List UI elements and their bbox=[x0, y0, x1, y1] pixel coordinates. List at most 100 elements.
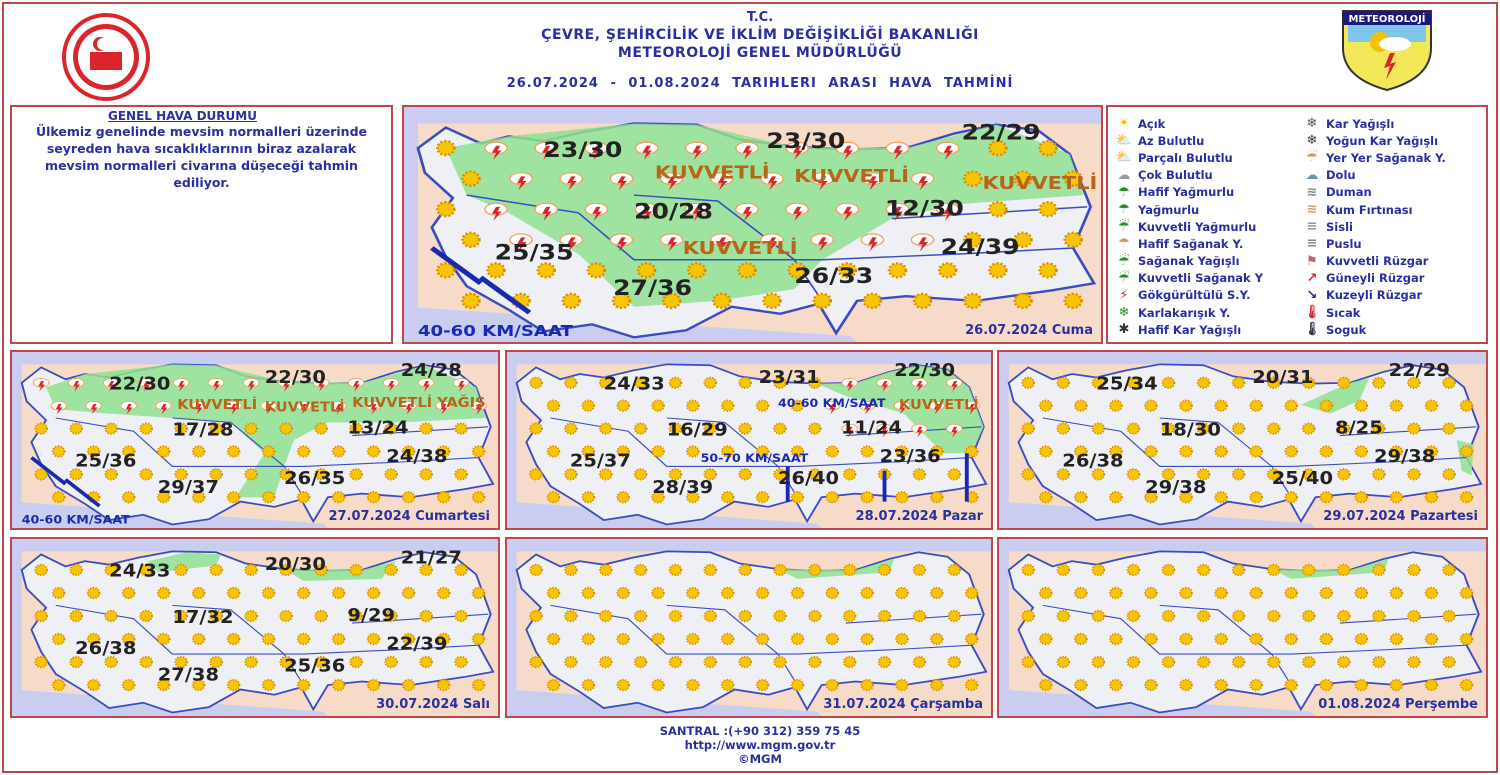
thunderstorm-icon bbox=[330, 400, 347, 415]
wind-speed-label: 40-60 KM/SAAT bbox=[778, 397, 886, 410]
sun-icon bbox=[1073, 678, 1088, 692]
sun-icon bbox=[1109, 445, 1123, 458]
sun-icon bbox=[860, 445, 874, 458]
sun-icon bbox=[461, 292, 481, 310]
sun-icon bbox=[651, 491, 665, 504]
sun-icon bbox=[1179, 586, 1193, 600]
legend-item: ⛅ Parçalı Bulutlu bbox=[1114, 149, 1302, 166]
sun-icon bbox=[1126, 422, 1141, 435]
sun-icon bbox=[912, 609, 927, 623]
thunderstorm-icon bbox=[32, 377, 50, 392]
sun-icon bbox=[1372, 563, 1386, 577]
sun-icon bbox=[1038, 262, 1058, 279]
sun-icon bbox=[988, 262, 1008, 279]
sun-icon bbox=[842, 609, 857, 623]
sun-icon bbox=[912, 563, 927, 577]
region-borders bbox=[550, 604, 982, 686]
forecast-map-day6: 31.07.2024 Çarşamba bbox=[505, 537, 993, 718]
sun-icon bbox=[471, 586, 486, 600]
sun-icon bbox=[121, 445, 136, 458]
thunderstorm-icon bbox=[735, 202, 759, 221]
website-link[interactable]: http://www.mgm.gov.tr bbox=[684, 738, 836, 752]
hot-thermometer-icon: 🌡 bbox=[1303, 305, 1321, 321]
sun-icon bbox=[156, 586, 171, 600]
sun-icon bbox=[51, 491, 66, 504]
sun-icon bbox=[156, 678, 171, 692]
thunderstorm-icon bbox=[584, 141, 609, 160]
legend-label: Kar Yağışlı bbox=[1326, 116, 1395, 131]
sun-icon bbox=[1372, 376, 1386, 389]
legend-label: Dolu bbox=[1326, 168, 1356, 183]
temperature-range: 12/30 bbox=[885, 197, 964, 222]
sun-icon bbox=[1249, 632, 1263, 646]
sun-icon bbox=[947, 563, 961, 577]
temperature-range: 26/40 bbox=[778, 469, 839, 489]
sun-icon bbox=[1319, 586, 1334, 600]
strong-label: KUVVETLİ bbox=[177, 397, 257, 413]
thunderstorm-icon bbox=[659, 233, 684, 252]
temperature-range: 21/27 bbox=[401, 548, 462, 568]
legend-item: ✱ Hafif Kar Yağışlı bbox=[1114, 321, 1302, 338]
sun-icon bbox=[436, 586, 451, 600]
sun-icon bbox=[244, 655, 258, 669]
thunderstorm-icon bbox=[584, 202, 609, 221]
forecast-map-day7: 01.08.2024 Perşembe bbox=[997, 537, 1488, 718]
north-wind-arrow-icon bbox=[30, 456, 67, 486]
sun-icon bbox=[1196, 422, 1211, 435]
sun-icon bbox=[1442, 563, 1456, 577]
sun-icon bbox=[1056, 609, 1071, 623]
sun-icon bbox=[51, 632, 66, 646]
sun-icon bbox=[1284, 399, 1299, 412]
sun-icon bbox=[174, 422, 188, 435]
sun-icon bbox=[296, 445, 311, 458]
legend-label: Yer Yer Sağanak Y. bbox=[1326, 150, 1446, 165]
precipitation-area bbox=[778, 558, 895, 579]
sun-icon bbox=[651, 586, 665, 600]
temperature-range: 23/36 bbox=[880, 447, 941, 467]
legend-item: ☔ Sağanak Yağışlı bbox=[1114, 253, 1302, 270]
sun-icon bbox=[1179, 632, 1193, 646]
temperature-range: 20/28 bbox=[634, 199, 713, 224]
temperature-range: 28/39 bbox=[652, 478, 713, 498]
sun-icon bbox=[1091, 376, 1106, 389]
temperature-range: 22/29 bbox=[1389, 361, 1450, 381]
sun-icon bbox=[581, 586, 596, 600]
sun-icon bbox=[1214, 586, 1228, 600]
sun-icon bbox=[1091, 563, 1106, 577]
sun-icon bbox=[244, 609, 258, 623]
temperature-range: 22/39 bbox=[386, 634, 447, 654]
sun-icon bbox=[296, 632, 311, 646]
sun-icon bbox=[486, 262, 506, 279]
temperature-range: 27/38 bbox=[158, 665, 219, 685]
thunderstorm-icon bbox=[242, 377, 260, 392]
sun-icon bbox=[244, 468, 258, 481]
sun-icon bbox=[1214, 678, 1228, 692]
sun-icon bbox=[261, 632, 276, 646]
sun-icon bbox=[912, 292, 933, 310]
sun-icon bbox=[633, 376, 648, 389]
temperature-range: 22/29 bbox=[962, 120, 1041, 145]
sun-icon bbox=[1231, 609, 1246, 623]
sun-icon bbox=[384, 655, 398, 669]
sun-icon bbox=[1196, 376, 1211, 389]
sun-icon bbox=[887, 262, 908, 279]
precipitation-area bbox=[148, 552, 396, 582]
thunderstorm-icon bbox=[911, 423, 928, 438]
region-borders bbox=[1042, 604, 1477, 686]
forecast-date: 31.07.2024 Çarşamba bbox=[823, 697, 983, 712]
legend-item: 🌡 Soguk bbox=[1302, 321, 1482, 338]
legend-label: Soguk bbox=[1326, 322, 1367, 337]
sun-icon bbox=[1372, 468, 1386, 481]
thunderstorm-icon bbox=[684, 202, 709, 221]
sun-icon bbox=[581, 399, 596, 412]
sun-icon bbox=[862, 292, 883, 310]
sun-icon bbox=[1021, 655, 1036, 669]
sun-icon bbox=[947, 468, 961, 481]
legend-item: ↗ Güneyli Rüzgar bbox=[1302, 270, 1482, 287]
sun-icon bbox=[755, 491, 770, 504]
forecast-date: 01.08.2024 Perşembe bbox=[1318, 697, 1478, 712]
legend-item: ⛅ Az Bulutlu bbox=[1114, 132, 1302, 149]
sun-icon bbox=[174, 468, 188, 481]
sun-icon bbox=[1073, 586, 1088, 600]
forecast-map-day4: 25/34 20/31 22/29 18/30 8/25 26/38 29/38 29/38 2… bbox=[997, 350, 1488, 530]
